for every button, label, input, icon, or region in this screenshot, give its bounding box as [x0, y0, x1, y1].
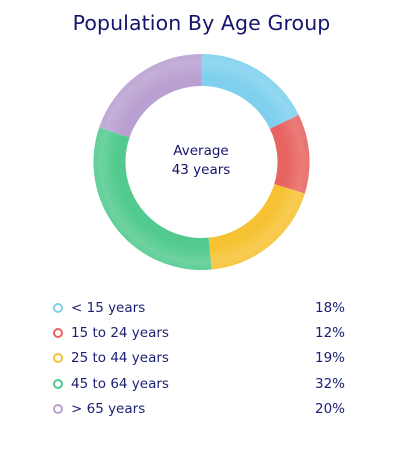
- donut-chart: Average 43 years: [93, 54, 310, 270]
- legend-value: 19%: [314, 350, 345, 367]
- legend-marker-icon: [53, 378, 63, 389]
- donut-svg: [93, 54, 310, 270]
- legend-value: 20%: [314, 400, 345, 417]
- legend-item[interactable]: 15 to 24 years 12%: [53, 320, 345, 345]
- legend-item[interactable]: 45 to 64 years 32%: [53, 371, 345, 396]
- legend-label: 25 to 44 years: [71, 350, 169, 367]
- legend-value: 12%: [314, 324, 345, 341]
- center-label-title: Average: [173, 143, 229, 159]
- center-label-value: 43 years: [171, 162, 231, 178]
- legend-item[interactable]: < 15 years 18%: [53, 295, 345, 320]
- donut-center-label: Average 43 years: [151, 142, 251, 180]
- legend-label: > 65 years: [71, 400, 146, 417]
- legend-item[interactable]: > 65 years 20%: [53, 396, 345, 421]
- donut-shine-overlay: [93, 54, 310, 270]
- chart-title: Population By Age Group: [72, 11, 331, 35]
- legend-value: 18%: [314, 299, 345, 316]
- legend-marker-icon: [53, 353, 63, 364]
- legend-item[interactable]: 25 to 44 years 19%: [53, 346, 345, 371]
- legend-marker-icon: [53, 302, 63, 313]
- legend-label: 45 to 64 years: [71, 375, 169, 392]
- legend-label: < 15 years: [71, 299, 146, 316]
- legend-marker-icon: [53, 403, 63, 414]
- legend-label: 15 to 24 years: [71, 324, 169, 341]
- legend-marker-icon: [53, 327, 63, 338]
- legend: < 15 years 18% 15 to 24 years 12% 25 to 44 y…: [53, 295, 345, 421]
- legend-value: 32%: [314, 375, 345, 392]
